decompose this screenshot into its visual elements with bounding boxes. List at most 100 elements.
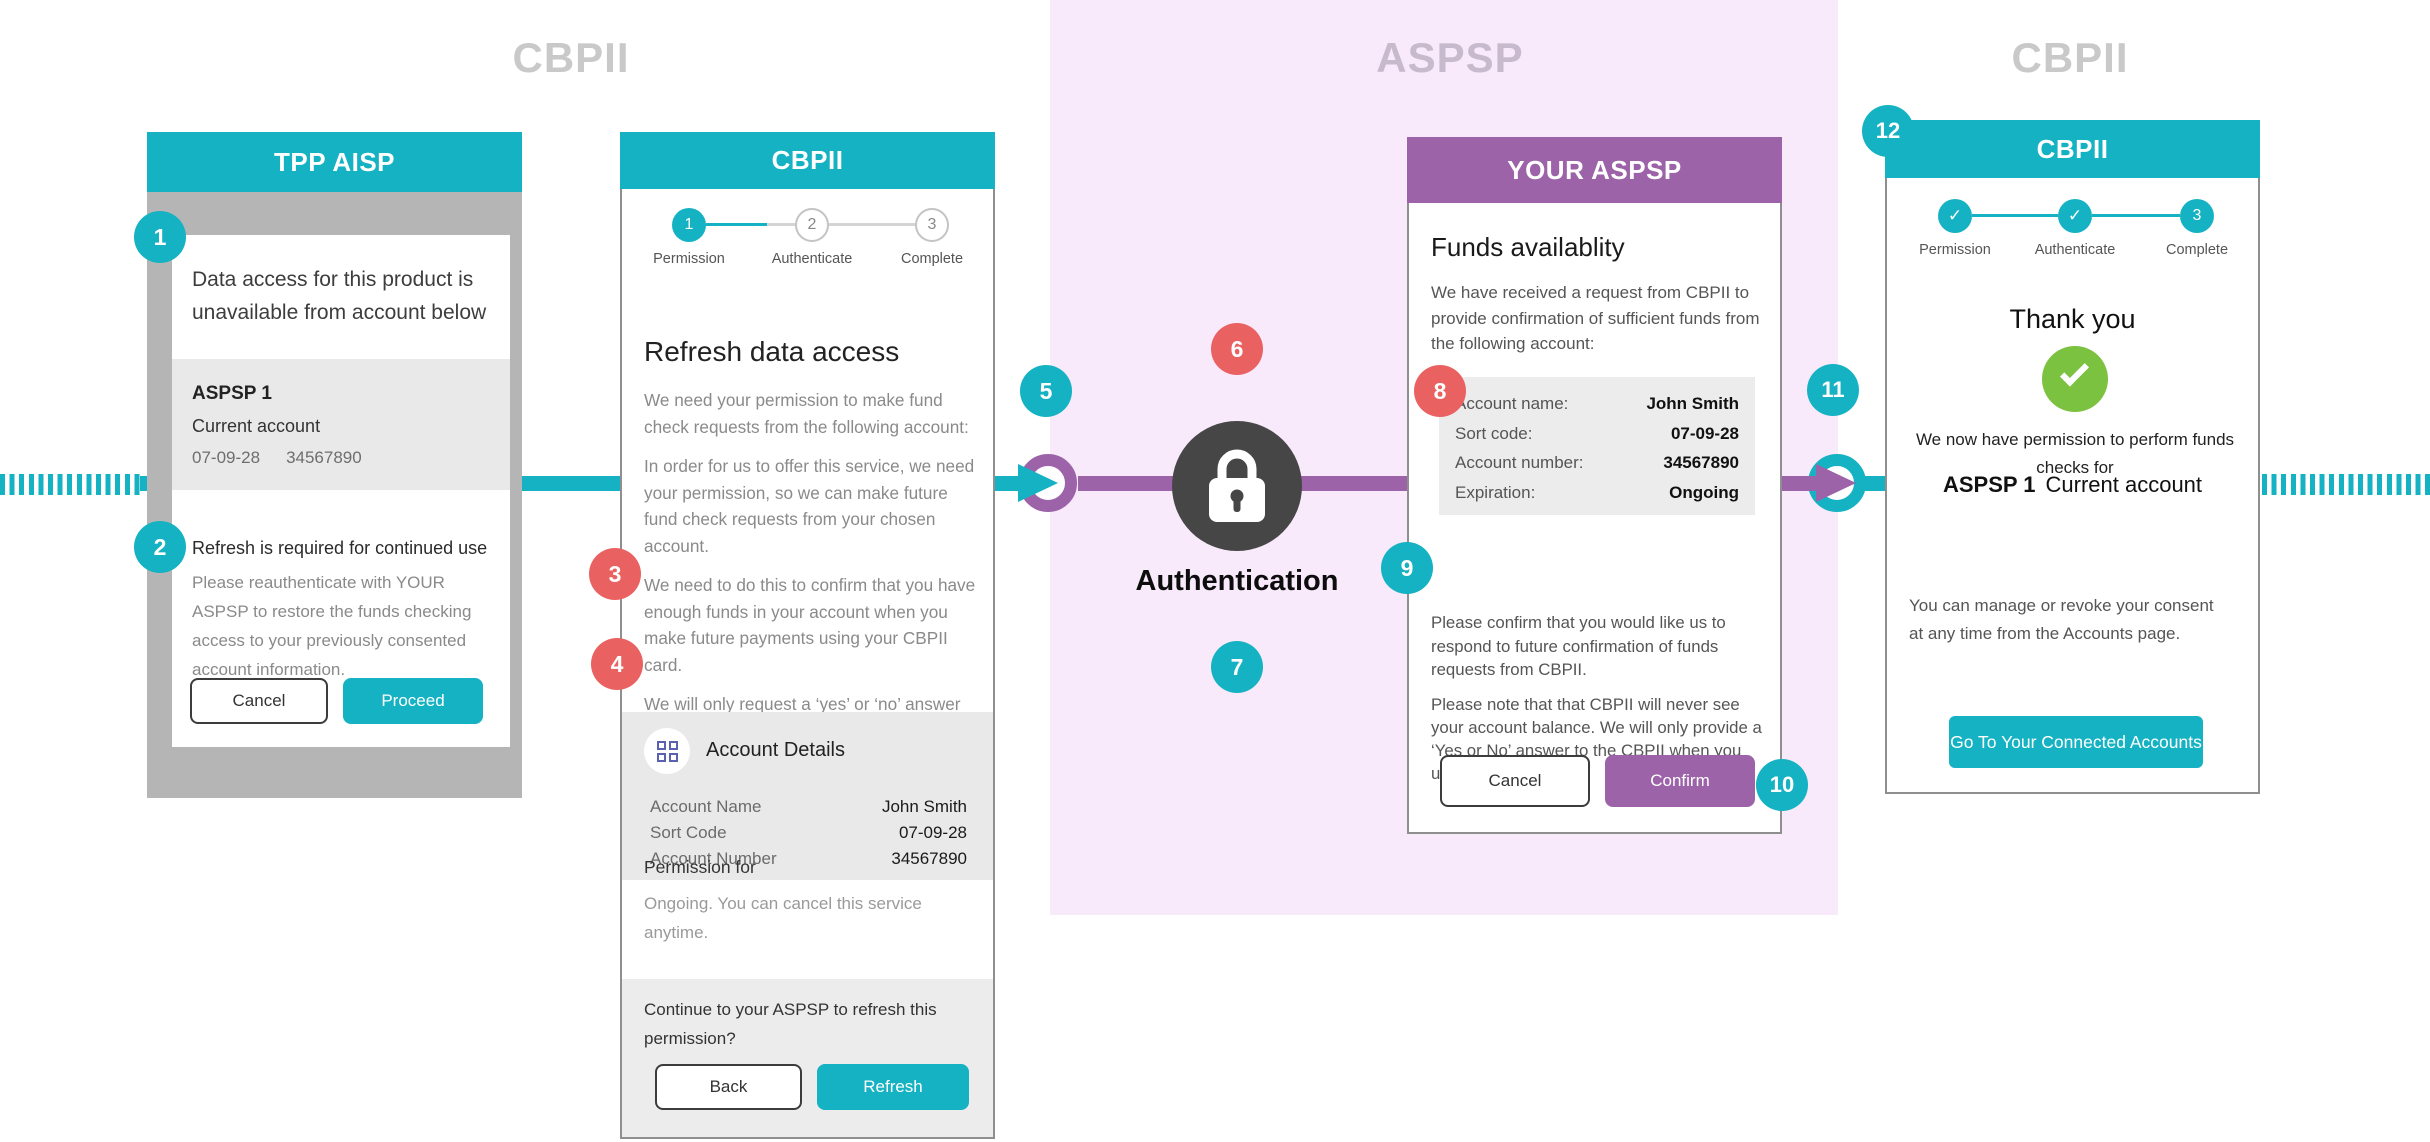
row-label: Account Name: [650, 797, 762, 816]
annotation-badge-8: 8: [1414, 365, 1466, 417]
stepper-line: [706, 223, 767, 226]
cancel-button[interactable]: Cancel: [190, 678, 328, 724]
row-label: Sort code:: [1455, 423, 1533, 443]
footer-bar: Continue to your ASPSP to refresh this p…: [622, 979, 993, 1137]
paragraph: We need your permission to make fund che…: [644, 390, 969, 437]
row-value: Ongoing: [1669, 482, 1739, 502]
screen-cbpii-refresh: CBPII 1 2 3 Permission Authenticate Comp…: [620, 132, 995, 1139]
sort-code: 07-09-28: [192, 448, 261, 467]
annotation-badge-9: 9: [1381, 542, 1433, 594]
annotation-badge-10: 10: [1756, 759, 1808, 811]
detail-row: Account Number 34567890: [650, 846, 967, 872]
thank-you-title: Thank you: [2009, 304, 2136, 334]
annotation-badge-11: 11: [1807, 364, 1859, 416]
table-row: Account number: 34567890: [1455, 448, 1739, 478]
step-label: Authenticate: [2034, 242, 2116, 258]
manage-consent-copy: You can manage or revoke your consent at…: [1909, 596, 2214, 643]
account-details-title: Account Details: [706, 739, 845, 761]
screen-header: CBPII: [620, 132, 995, 189]
account-provider: ASPSP 1: [1942, 472, 2036, 497]
annotation-badge-3: 3: [589, 548, 641, 600]
row-label: Account number:: [1455, 453, 1584, 472]
annotation-badge-2: 2: [134, 521, 186, 573]
step-complete: 3: [915, 208, 949, 242]
success-check-icon: [2042, 346, 2108, 412]
modal-card: Data access for this product is unavaila…: [172, 235, 510, 747]
screen-header: TPP AISP: [147, 132, 522, 192]
account-type: Current account: [2045, 472, 2203, 497]
account-summary: ASPSP 1 Current account 07-09-28 34567890: [172, 359, 510, 490]
granted-account: ASPSP 1 Current account: [1887, 472, 2258, 498]
page-title: Funds availablity: [1431, 232, 1625, 262]
refresh-button[interactable]: Refresh: [817, 1064, 969, 1110]
dashed-flow-ribbon-right: [2262, 474, 2430, 495]
account-details-card: Account Details Account Name John Smith …: [622, 712, 993, 880]
detail-row: Sort Code 07-09-28: [650, 820, 967, 846]
screen-body: ✓ ✓ 3 Permission Authenticate Complete T…: [1885, 178, 2260, 794]
row-value: 34567890: [891, 849, 967, 868]
step-permission-done: ✓: [1938, 199, 1972, 233]
cancel-button[interactable]: Cancel: [1440, 755, 1590, 807]
annotation-badge-6: 6: [1211, 323, 1263, 375]
continue-question: Continue to your ASPSP to refresh this p…: [644, 1000, 937, 1048]
annotation-badge-5: 5: [1020, 365, 1072, 417]
step-authenticate: 2: [795, 208, 829, 242]
authentication-label: Authentication: [1135, 565, 1339, 597]
step-authenticate-done: ✓: [2058, 199, 2092, 233]
permission-for-value: Ongoing. You can cancel this service any…: [644, 894, 922, 942]
annotation-badge-12: 12: [1862, 105, 1914, 157]
annotation-badge-7: 7: [1211, 641, 1263, 693]
screen-your-aspsp: YOUR ASPSP Funds availablity We have rec…: [1407, 137, 1782, 834]
row-value: 34567890: [1663, 453, 1739, 472]
step-complete: 3: [2180, 199, 2214, 233]
confirm-button[interactable]: Confirm: [1605, 755, 1755, 807]
proceed-button[interactable]: Proceed: [343, 678, 483, 724]
row-value: 07-09-28: [1670, 423, 1739, 443]
row-value: John Smith: [881, 797, 967, 816]
screen-tpp-aisp: TPP AISP Data access for this product is…: [147, 132, 522, 798]
row-value: John Smith: [1646, 394, 1739, 413]
permission-granted-copy: We now have permission to perform funds …: [1915, 430, 2235, 477]
permission-for-label: Permission for: [644, 857, 756, 877]
stepper-line: [829, 223, 915, 226]
back-button[interactable]: Back: [655, 1064, 802, 1110]
table-row: Sort code: 07-09-28: [1455, 419, 1739, 449]
step-label: Permission: [653, 251, 725, 267]
go-to-connected-accounts-button[interactable]: Go To Your Connected Accounts: [1949, 716, 2203, 768]
zone-label-cbpii-left: CBPII: [512, 34, 630, 81]
purple-arrowhead-icon: [1816, 464, 1856, 502]
stepper-line: [2092, 214, 2180, 217]
lock-icon: [1201, 444, 1273, 529]
screen-body: 1 2 3 Permission Authenticate Complete R…: [620, 189, 995, 1139]
confirm-copy: Please confirm that you would like us to…: [1431, 613, 1726, 679]
account-number: 34567890: [286, 448, 362, 467]
annotation-badge-1: 1: [134, 211, 186, 263]
row-label: Account Number: [650, 849, 777, 868]
account-table: Account name: John Smith Sort code: 07-0…: [1439, 377, 1755, 515]
screen-header: CBPII: [1885, 120, 2260, 178]
stepper-line: [1972, 214, 2058, 217]
step-permission: 1: [672, 208, 706, 242]
screen-body: Funds availablity We have received a req…: [1407, 203, 1782, 834]
teal-arrowhead-icon: [1018, 464, 1058, 502]
unavailable-message: Data access for this product is unavaila…: [192, 268, 487, 324]
detail-row: Account Name John Smith: [650, 794, 967, 820]
request-copy: We have received a request from CBPII to…: [1431, 283, 1760, 353]
screen-header: YOUR ASPSP: [1407, 137, 1782, 203]
teal-flow-stub: [1858, 476, 1890, 491]
table-row: Account name: John Smith: [1455, 389, 1739, 419]
row-value: 07-09-28: [898, 823, 967, 842]
permission-copy: We need your permission to make fund che…: [644, 387, 976, 757]
paragraph: In order for us to offer this service, w…: [644, 456, 975, 556]
dashed-flow-ribbon-left: [0, 474, 142, 495]
step-label: Permission: [1919, 242, 1991, 258]
screen-body: Data access for this product is unavaila…: [147, 192, 522, 798]
table-row: Expiration: Ongoing: [1455, 478, 1739, 508]
row-label: Expiration:: [1455, 482, 1536, 502]
stepper-line: [767, 223, 795, 226]
zone-label-aspsp: ASPSP: [1376, 34, 1524, 81]
annotation-badge-4: 4: [591, 638, 643, 690]
refresh-required-body: Please reauthenticate with YOUR ASPSP to…: [192, 573, 472, 679]
step-label: Authenticate: [771, 251, 853, 267]
paragraph: We need to do this to confirm that you h…: [644, 575, 976, 675]
